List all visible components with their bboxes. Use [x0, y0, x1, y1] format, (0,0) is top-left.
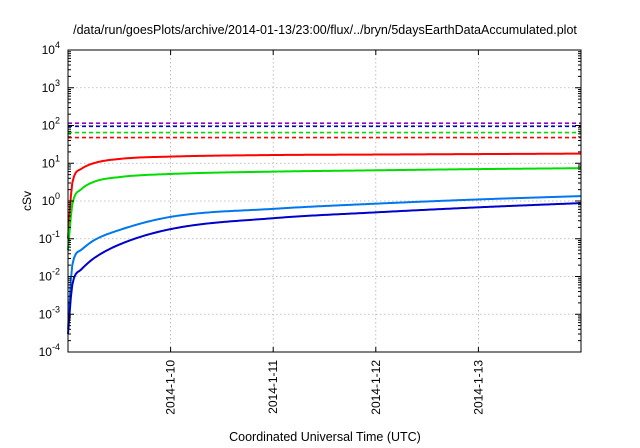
y-tick-label: 10-4	[39, 342, 60, 359]
y-tick-label: 104	[42, 40, 60, 57]
y-axis: 10-4 10-3 10-2 10-1 100 101 102 103 104	[39, 40, 581, 359]
x-tick-label: 2014-1-10	[164, 360, 178, 415]
y-tick-label: 10-2	[39, 267, 60, 284]
x-tick-label: 2014-1-11	[266, 360, 280, 414]
x-axis-label: Coordinated Universal Time (UTC)	[229, 430, 421, 444]
y-tick-label: 10-3	[39, 304, 60, 321]
series-line	[67, 202, 582, 335]
y-axis-label: cSv	[20, 191, 34, 211]
x-tick-label: 2014-1-12	[369, 360, 383, 415]
series-line	[67, 152, 582, 239]
y-tick-label: 101	[42, 153, 60, 170]
chart-title: /data/run/goesPlots/archive/2014-01-13/2…	[73, 23, 577, 37]
y-tick-label: 103	[42, 78, 60, 95]
x-tick-label: 2014-1-13	[471, 360, 485, 415]
y-tick-label: 100	[42, 191, 60, 208]
grid	[68, 50, 581, 352]
y-tick-label: 10-1	[39, 229, 60, 246]
x-axis: 2014-1-10 2014-1-11 2014-1-12 2014-1-13	[164, 50, 485, 415]
y-tick-label: 102	[42, 116, 60, 133]
series-line	[67, 167, 582, 251]
series-line	[67, 195, 582, 330]
series-layer	[67, 122, 582, 335]
